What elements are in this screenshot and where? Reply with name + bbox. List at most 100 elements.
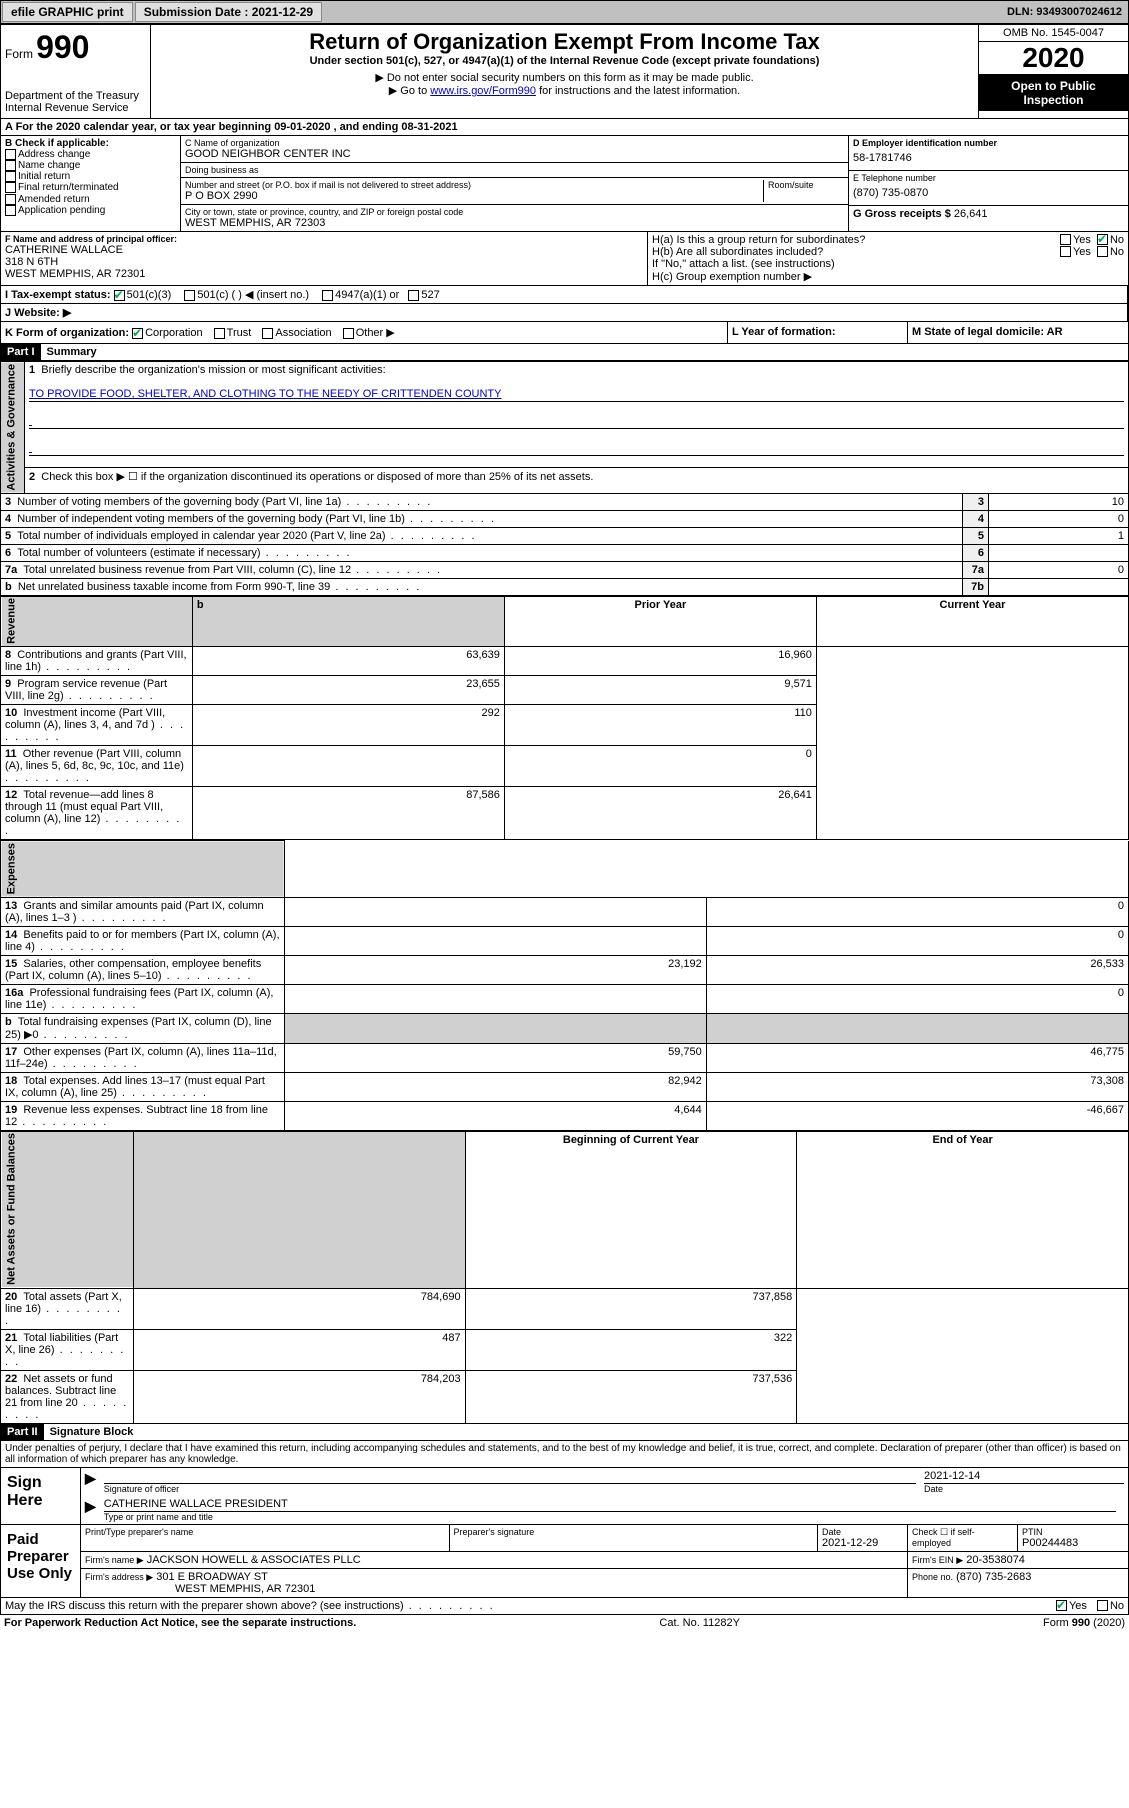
street-label: Number and street (or P.O. box if mail i… bbox=[185, 180, 759, 190]
officer-signature-line[interactable] bbox=[104, 1470, 916, 1484]
col-begin: Beginning of Current Year bbox=[465, 1131, 797, 1288]
lbl-no2: No bbox=[1110, 246, 1124, 258]
year-formation-label: L Year of formation: bbox=[732, 326, 836, 338]
paid-preparer-section: Paid Preparer Use Only Print/Type prepar… bbox=[0, 1525, 1129, 1598]
cb-4947[interactable] bbox=[322, 290, 333, 301]
blank-b: b bbox=[192, 596, 504, 647]
cb-initial-return[interactable] bbox=[5, 171, 16, 182]
ptin-value: P00244483 bbox=[1022, 1537, 1124, 1549]
cb-trust[interactable] bbox=[214, 328, 225, 339]
note1: ▶ Do not enter social security numbers o… bbox=[155, 71, 974, 84]
exp-row: 15 Salaries, other compensation, employe… bbox=[1, 955, 1129, 984]
col-current: Current Year bbox=[816, 596, 1128, 647]
form990-link[interactable]: www.irs.gov/Form990 bbox=[430, 85, 536, 97]
part2-label: Part II bbox=[1, 1424, 44, 1440]
lbl-name-change: Name change bbox=[18, 160, 80, 171]
hb-label: H(b) Are all subordinates included? bbox=[652, 246, 1060, 258]
street-value: P O BOX 2990 bbox=[185, 190, 759, 202]
cb-discuss-yes[interactable] bbox=[1056, 1600, 1067, 1611]
cb-hb-no[interactable] bbox=[1097, 246, 1108, 257]
cb-application-pending[interactable] bbox=[5, 205, 16, 216]
lbl-yes: Yes bbox=[1073, 234, 1091, 246]
open-inspection: Open to Public Inspection bbox=[979, 75, 1128, 111]
vert-governance: Activities & Governance bbox=[1, 362, 25, 494]
note2-pre: ▶ Go to bbox=[389, 85, 430, 97]
firm-ein-label: Firm's EIN ▶ bbox=[912, 1555, 963, 1565]
lbl-discuss-yes: Yes bbox=[1069, 1600, 1087, 1612]
net-row: 21 Total liabilities (Part X, line 26)48… bbox=[1, 1329, 1129, 1370]
cb-corp[interactable] bbox=[132, 328, 143, 339]
klm-row: K Form of organization: Corporation Trus… bbox=[0, 322, 1129, 344]
ptin-label: PTIN bbox=[1022, 1527, 1124, 1537]
lbl-initial-return: Initial return bbox=[18, 171, 70, 182]
q2-text: Check this box ▶ ☐ if the organization d… bbox=[41, 471, 593, 483]
box-c: C Name of organization GOOD NEIGHBOR CEN… bbox=[181, 136, 848, 231]
header-left: Form 990 Department of the Treasury Inte… bbox=[1, 25, 151, 118]
cb-name-change[interactable] bbox=[5, 160, 16, 171]
cb-address-change[interactable] bbox=[5, 149, 16, 160]
cb-hb-yes[interactable] bbox=[1060, 246, 1071, 257]
box-b-title: B Check if applicable: bbox=[5, 138, 176, 149]
prep-sig-label: Preparer's signature bbox=[454, 1527, 814, 1537]
cb-final-return[interactable] bbox=[5, 182, 16, 193]
officer-label: F Name and address of principal officer: bbox=[5, 234, 643, 244]
cb-discuss-no[interactable] bbox=[1097, 1600, 1108, 1611]
officer-date-value: 2021-12-14 bbox=[924, 1470, 1124, 1484]
mission-blank1 bbox=[29, 414, 1124, 429]
form-prefix: Form bbox=[5, 47, 33, 61]
cb-amended-return[interactable] bbox=[5, 194, 16, 205]
summary-table: Activities & Governance 1 Briefly descri… bbox=[0, 361, 1129, 596]
revenue-table: Revenue b Prior Year Current Year 8 Cont… bbox=[0, 596, 1129, 841]
declaration-text: Under penalties of perjury, I declare th… bbox=[0, 1441, 1129, 1468]
omb-number: OMB No. 1545-0047 bbox=[979, 25, 1128, 42]
lbl-address-change: Address change bbox=[18, 149, 90, 160]
fh-row: F Name and address of principal officer:… bbox=[0, 232, 1129, 286]
ij-row: I Tax-exempt status: 501(c)(3) 501(c) ( … bbox=[0, 286, 1129, 304]
prep-date-label: Date bbox=[822, 1527, 903, 1537]
main-title: Return of Organization Exempt From Incom… bbox=[155, 29, 974, 55]
gov-row: 3 Number of voting members of the govern… bbox=[1, 493, 1129, 510]
officer-date-label: Date bbox=[924, 1484, 1124, 1494]
header-center: Return of Organization Exempt From Incom… bbox=[151, 25, 978, 118]
lbl-501c3: 501(c)(3) bbox=[127, 289, 172, 301]
phone-value: (870) 735-0870 bbox=[853, 183, 1124, 203]
part2-header-row: Part II Signature Block bbox=[0, 1424, 1129, 1441]
gross-label: G Gross receipts $ bbox=[853, 208, 951, 220]
cb-ha-yes[interactable] bbox=[1060, 234, 1071, 245]
box-k: K Form of organization: Corporation Trus… bbox=[1, 322, 728, 343]
cb-other[interactable] bbox=[343, 328, 354, 339]
officer-name-label: Type or print name and title bbox=[104, 1512, 1116, 1522]
discuss-row: May the IRS discuss this return with the… bbox=[0, 1598, 1129, 1615]
firm-addr-label: Firm's address ▶ bbox=[85, 1572, 153, 1582]
submission-date-button[interactable]: Submission Date : 2021-12-29 bbox=[135, 2, 322, 22]
exp-row: 13 Grants and similar amounts paid (Part… bbox=[1, 897, 1129, 926]
part1-label: Part I bbox=[1, 344, 41, 360]
efile-print-button[interactable]: efile GRAPHIC print bbox=[2, 2, 133, 22]
cb-527[interactable] bbox=[408, 290, 419, 301]
city-label: City or town, state or province, country… bbox=[185, 207, 844, 217]
form-header: Form 990 Department of the Treasury Inte… bbox=[0, 24, 1129, 119]
lbl-discuss-no: No bbox=[1110, 1600, 1124, 1612]
cb-501c[interactable] bbox=[184, 290, 195, 301]
cb-assoc[interactable] bbox=[262, 328, 273, 339]
irs-label: Internal Revenue Service bbox=[5, 102, 146, 114]
cb-501c3[interactable] bbox=[114, 290, 125, 301]
box-deg: D Employer identification number 58-1781… bbox=[848, 136, 1128, 231]
hc-label: H(c) Group exemption number ▶ bbox=[652, 270, 1124, 283]
ein-value: 58-1781746 bbox=[853, 148, 1124, 168]
footer: For Paperwork Reduction Act Notice, see … bbox=[0, 1615, 1129, 1631]
form-org-label: K Form of organization: bbox=[5, 327, 129, 339]
cb-ha-no[interactable] bbox=[1097, 234, 1108, 245]
officer-name: CATHERINE WALLACE bbox=[5, 244, 643, 256]
gov-row: b Net unrelated business taxable income … bbox=[1, 578, 1129, 595]
state-domicile: M State of legal domicile: AR bbox=[912, 326, 1063, 338]
lbl-other: Other ▶ bbox=[356, 327, 395, 339]
subtitle: Under section 501(c), 527, or 4947(a)(1)… bbox=[155, 55, 974, 67]
officer-printed-name: CATHERINE WALLACE PRESIDENT bbox=[104, 1498, 1116, 1512]
netassets-table: Net Assets or Fund Balances Beginning of… bbox=[0, 1131, 1129, 1424]
lbl-amended-return: Amended return bbox=[18, 194, 90, 205]
col-end: End of Year bbox=[797, 1131, 1129, 1288]
lbl-527: 527 bbox=[421, 289, 439, 301]
gov-row: 5 Total number of individuals employed i… bbox=[1, 527, 1129, 544]
lbl-trust: Trust bbox=[227, 327, 252, 339]
